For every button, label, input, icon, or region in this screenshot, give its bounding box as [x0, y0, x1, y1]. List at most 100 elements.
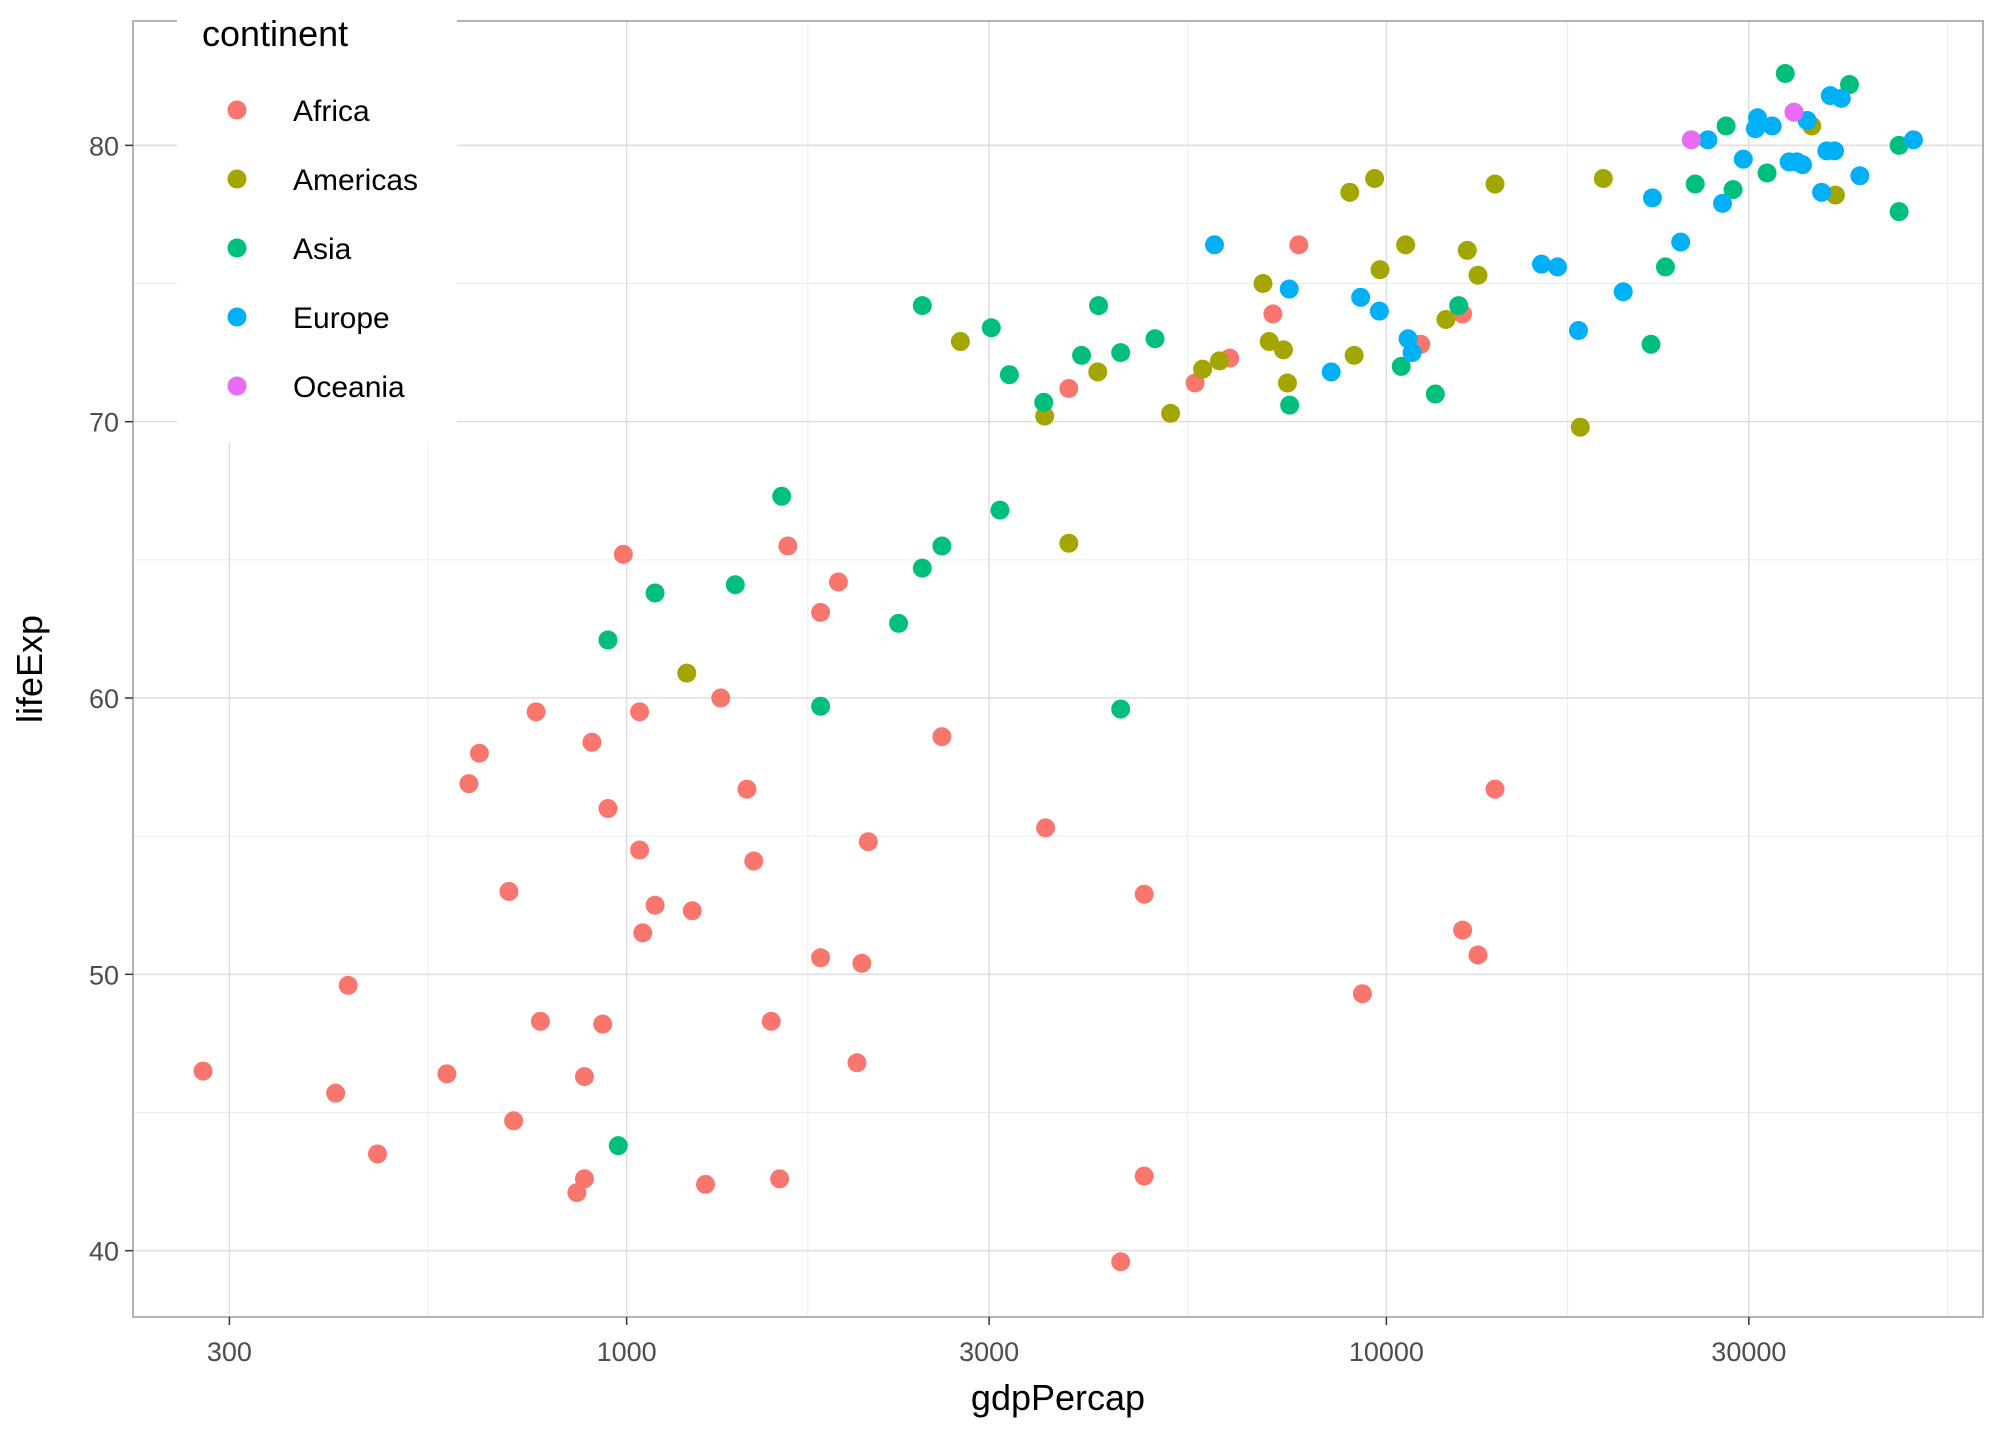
data-point [1903, 130, 1923, 150]
data-point [725, 575, 745, 595]
data-point [526, 702, 546, 722]
data-point [1344, 345, 1364, 365]
data-point [1391, 356, 1411, 376]
data-point [1568, 320, 1588, 340]
data-point [1716, 116, 1736, 136]
data-point [1812, 182, 1832, 202]
data-point [811, 696, 831, 716]
data-point [1134, 884, 1154, 904]
data-point [677, 663, 697, 683]
y-tick-label: 70 [89, 408, 119, 438]
data-point [912, 558, 932, 578]
data-point [981, 318, 1001, 338]
data-point [1111, 1252, 1131, 1272]
data-point [912, 296, 932, 316]
data-point [608, 1136, 628, 1156]
data-point [1757, 163, 1777, 183]
x-tick-label: 300 [207, 1337, 252, 1367]
data-point [1485, 779, 1505, 799]
data-point [990, 500, 1010, 520]
data-point [530, 1011, 550, 1031]
legend-entry: Africa [227, 95, 370, 128]
data-point [772, 486, 792, 506]
data-point [1775, 64, 1795, 84]
data-point [1681, 130, 1701, 150]
data-point [368, 1144, 388, 1164]
legend-key [227, 376, 247, 396]
data-point [770, 1169, 790, 1189]
data-point [1145, 329, 1165, 349]
x-tick-label: 1000 [597, 1337, 657, 1367]
data-point [1277, 373, 1297, 393]
data-point [1642, 188, 1662, 208]
data-point [1436, 309, 1456, 329]
data-point [574, 1169, 594, 1189]
data-point [1369, 301, 1389, 321]
legend-label: Asia [293, 233, 352, 266]
data-point [499, 881, 519, 901]
data-point [828, 572, 848, 592]
data-point [1593, 169, 1613, 189]
data-point [1161, 403, 1181, 423]
legend-key [227, 238, 247, 258]
data-point [950, 332, 970, 352]
data-point [469, 743, 489, 763]
x-tick-label: 3000 [959, 1337, 1019, 1367]
data-point [1839, 75, 1859, 95]
data-point [1089, 296, 1109, 316]
data-point [1531, 254, 1551, 274]
data-point [338, 975, 358, 995]
data-point [1698, 130, 1718, 150]
legend-entry: Americas [227, 164, 418, 197]
data-point [1425, 384, 1445, 404]
legend-key [227, 169, 247, 189]
data-point [744, 851, 764, 871]
data-point [1396, 235, 1416, 255]
data-point [1713, 193, 1733, 213]
data-point [1850, 166, 1870, 186]
data-point [1570, 417, 1590, 437]
legend-label: Americas [293, 164, 418, 197]
legend-label: Europe [293, 302, 390, 335]
x-tick-label: 30000 [1711, 1337, 1786, 1367]
data-point [1889, 135, 1909, 155]
data-point [932, 727, 952, 747]
data-point [1613, 282, 1633, 302]
y-tick-label: 50 [89, 960, 119, 990]
data-point [858, 832, 878, 852]
series-africa [193, 235, 1505, 1272]
legend-entry: Europe [227, 302, 390, 335]
data-point [1289, 235, 1309, 255]
data-point [574, 1067, 594, 1087]
data-point [1548, 257, 1568, 277]
data-point [1280, 395, 1300, 415]
data-point [504, 1111, 524, 1131]
data-point [1655, 257, 1675, 277]
data-point [1059, 533, 1079, 553]
data-point [1748, 108, 1768, 128]
data-point [630, 702, 650, 722]
data-point [1072, 345, 1092, 365]
data-point [1365, 169, 1385, 189]
data-point [1468, 945, 1488, 965]
data-point [598, 630, 618, 650]
data-point [598, 799, 618, 819]
series-asia [598, 64, 1909, 1156]
data-point [437, 1064, 457, 1084]
y-tick-label: 80 [89, 131, 119, 161]
data-point [1279, 279, 1299, 299]
data-point [1370, 260, 1390, 280]
data-point [1468, 265, 1488, 285]
data-point [1351, 287, 1371, 307]
data-point [847, 1053, 867, 1073]
data-point [695, 1174, 715, 1194]
data-point [1457, 240, 1477, 260]
data-point [1402, 343, 1422, 363]
data-point [1321, 362, 1341, 382]
y-tick-label: 60 [89, 684, 119, 714]
data-point [633, 923, 653, 943]
data-point [1111, 699, 1131, 719]
data-point [1134, 1166, 1154, 1186]
x-axis-ticks: 300 1000 3000 10000 30000 [207, 1317, 1786, 1367]
